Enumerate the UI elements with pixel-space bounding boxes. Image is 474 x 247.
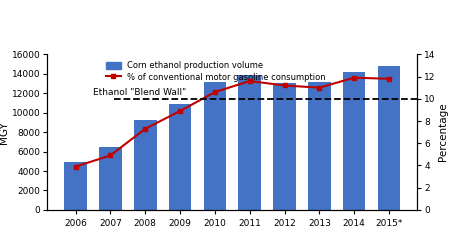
Bar: [169, 104, 191, 210]
Bar: [238, 75, 261, 210]
Bar: [378, 66, 401, 210]
Bar: [308, 82, 331, 210]
Bar: [273, 82, 296, 210]
Legend: Corn ethanol production volume, % of conventional motor gasoline consumption: Corn ethanol production volume, % of con…: [103, 59, 328, 84]
Y-axis label: Percentage: Percentage: [438, 103, 448, 162]
Bar: [203, 82, 226, 210]
Bar: [99, 147, 122, 210]
Bar: [134, 120, 156, 210]
Y-axis label: MGY: MGY: [0, 121, 9, 144]
Text: Ethanol "Blend Wall": Ethanol "Blend Wall": [93, 88, 186, 97]
Bar: [343, 72, 365, 210]
Bar: [64, 162, 87, 210]
